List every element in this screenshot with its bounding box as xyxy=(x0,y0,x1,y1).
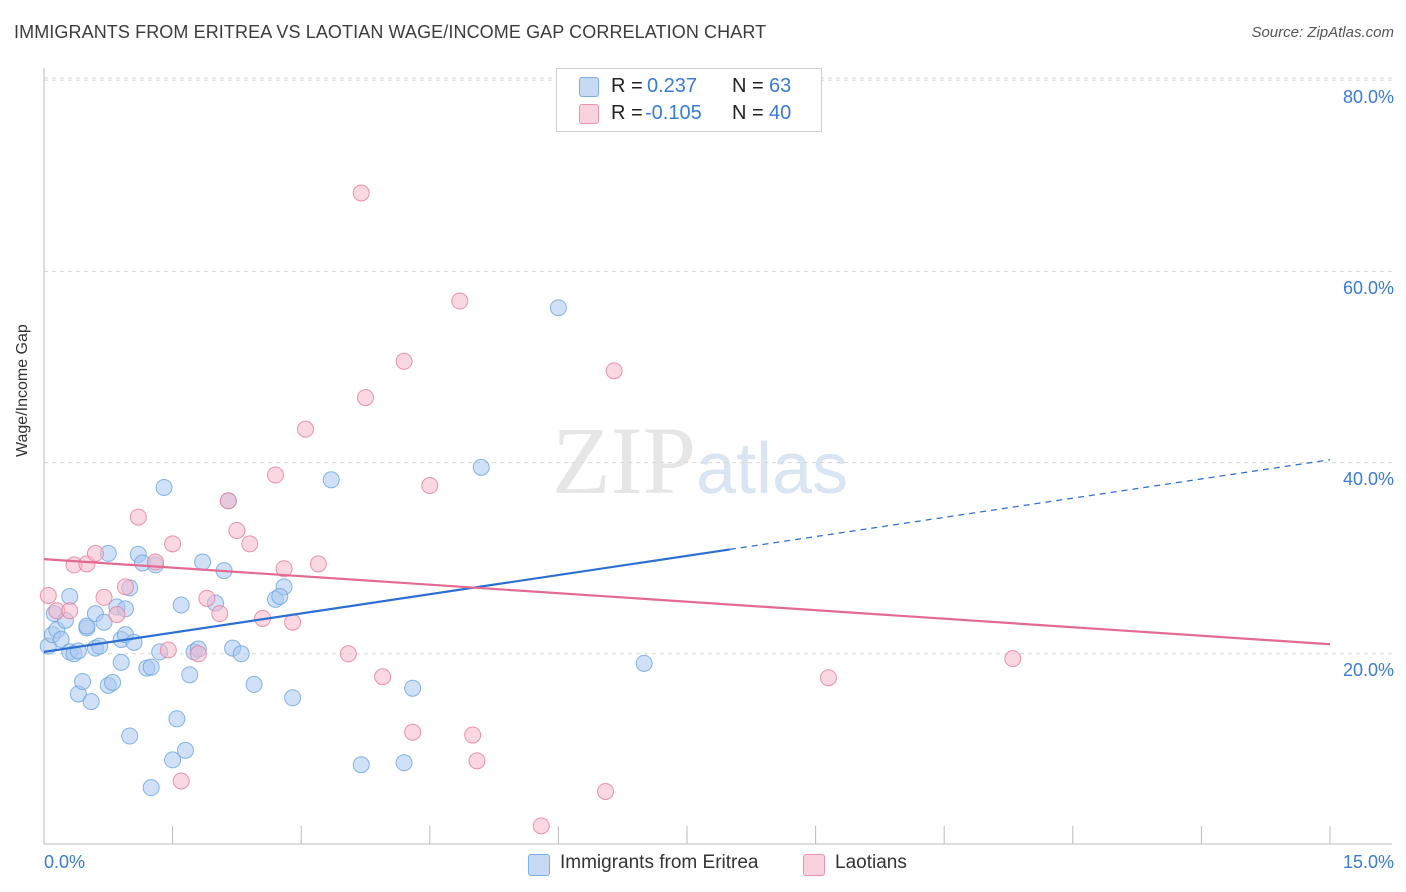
legend-n-label: N = xyxy=(732,75,764,97)
eritrea-point xyxy=(635,654,653,672)
laotians-point xyxy=(532,817,550,835)
legend-r-value: -0.105 xyxy=(645,102,702,124)
eritrea-point xyxy=(232,645,250,663)
laotians-point xyxy=(228,521,246,539)
watermark-zip: ZIP xyxy=(552,407,696,514)
y-tick-label: 20.0% xyxy=(1342,660,1394,680)
bottom-legend-swatch-eritrea xyxy=(528,854,550,876)
eritrea-point xyxy=(104,673,122,691)
laotians-point xyxy=(159,641,177,659)
laotians-point xyxy=(129,508,147,526)
eritrea-point xyxy=(322,471,340,489)
eritrea-point xyxy=(74,673,92,691)
laotians-point xyxy=(819,669,837,687)
eritrea-point xyxy=(78,617,96,635)
watermark-atlas: atlas xyxy=(696,429,849,509)
eritrea-point xyxy=(271,587,289,605)
laotians-point xyxy=(61,602,79,620)
chart-source: Source: ZipAtlas.com xyxy=(1251,24,1394,41)
laotians-point xyxy=(296,420,314,438)
laotians-point xyxy=(357,389,374,407)
laotians-point xyxy=(108,606,126,624)
y-tick-label: 80.0% xyxy=(1342,87,1394,107)
bottom-legend-swatch-laotians xyxy=(803,854,825,876)
eritrea-point xyxy=(112,653,130,671)
y-tick-label: 40.0% xyxy=(1342,469,1394,489)
laotians-point xyxy=(1004,650,1022,668)
eritrea-point xyxy=(142,779,160,797)
eritrea-point xyxy=(155,478,173,496)
eritrea-point xyxy=(121,727,139,745)
laotians-point xyxy=(374,668,392,686)
eritrea-trend-line xyxy=(43,548,731,653)
laotians-point xyxy=(116,578,134,596)
y-tick-label: 60.0% xyxy=(1342,278,1394,298)
legend-r-label: R = xyxy=(611,75,643,97)
correlation-legend: R = 0.237 N = 63 R = -0.105 N = 40 xyxy=(556,68,822,132)
laotians-point xyxy=(339,645,357,663)
eritrea-point xyxy=(82,693,100,711)
laotians-point xyxy=(39,586,57,604)
legend-swatch-eritrea xyxy=(579,77,599,97)
eritrea-point xyxy=(352,756,370,774)
laotians-point xyxy=(189,645,207,663)
laotians-point xyxy=(172,772,190,790)
eritrea-point xyxy=(52,630,70,648)
eritrea-point xyxy=(194,553,212,571)
laotians-point xyxy=(266,466,284,484)
laotians-point xyxy=(451,292,469,310)
laotians-point xyxy=(605,362,623,380)
eritrea-point xyxy=(181,666,199,684)
legend-swatch-laotians xyxy=(579,104,599,124)
legend-r-value: 0.237 xyxy=(647,75,698,97)
eritrea-point xyxy=(142,658,160,676)
bottom-legend-label: Immigrants from Eritrea xyxy=(560,852,759,873)
y-axis-label: Wage/Income Gap xyxy=(14,324,31,457)
eritrea-point xyxy=(404,679,422,697)
laotians-point xyxy=(86,544,104,562)
laotians-point xyxy=(198,589,216,607)
eritrea-point xyxy=(168,710,186,728)
eritrea-point xyxy=(164,751,182,769)
legend-r-label: R = xyxy=(611,102,643,124)
laotians-point xyxy=(219,492,237,510)
laotians-point xyxy=(468,752,486,770)
laotians-point xyxy=(421,477,439,495)
eritrea-point xyxy=(549,299,567,317)
eritrea-trend-line-projection xyxy=(729,459,1331,550)
laotians-point xyxy=(309,555,327,573)
chart-title: IMMIGRANTS FROM ERITREA VS LAOTIAN WAGE/… xyxy=(14,22,767,42)
laotians-point xyxy=(395,352,413,370)
eritrea-point xyxy=(61,587,79,605)
eritrea-point xyxy=(284,689,302,707)
laotians-point xyxy=(211,605,229,623)
laotians-point xyxy=(464,726,482,744)
eritrea-point xyxy=(95,613,113,631)
laotians-point xyxy=(241,535,259,553)
legend-n-value: 63 xyxy=(769,75,792,97)
x-tick-label: 0.0% xyxy=(44,852,86,872)
watermark: ZIPatlas xyxy=(552,405,848,516)
eritrea-point xyxy=(176,741,194,759)
eritrea-point xyxy=(245,675,263,693)
laotians-point xyxy=(275,560,293,578)
laotians-point xyxy=(597,782,615,800)
laotians-point xyxy=(95,588,113,606)
laotians-point xyxy=(404,723,422,741)
bottom-legend-label: Laotians xyxy=(835,852,907,873)
eritrea-point xyxy=(472,458,490,476)
laotians-point xyxy=(352,184,370,202)
eritrea-point xyxy=(172,596,190,614)
laotians-point xyxy=(164,535,182,553)
x-tick-label: 15.0% xyxy=(1342,852,1394,872)
eritrea-point xyxy=(395,754,413,772)
eritrea-point xyxy=(91,637,109,655)
laotians-trend-line xyxy=(43,558,1331,646)
legend-n-value: 40 xyxy=(769,102,792,124)
legend-n-label: N = xyxy=(732,102,764,124)
